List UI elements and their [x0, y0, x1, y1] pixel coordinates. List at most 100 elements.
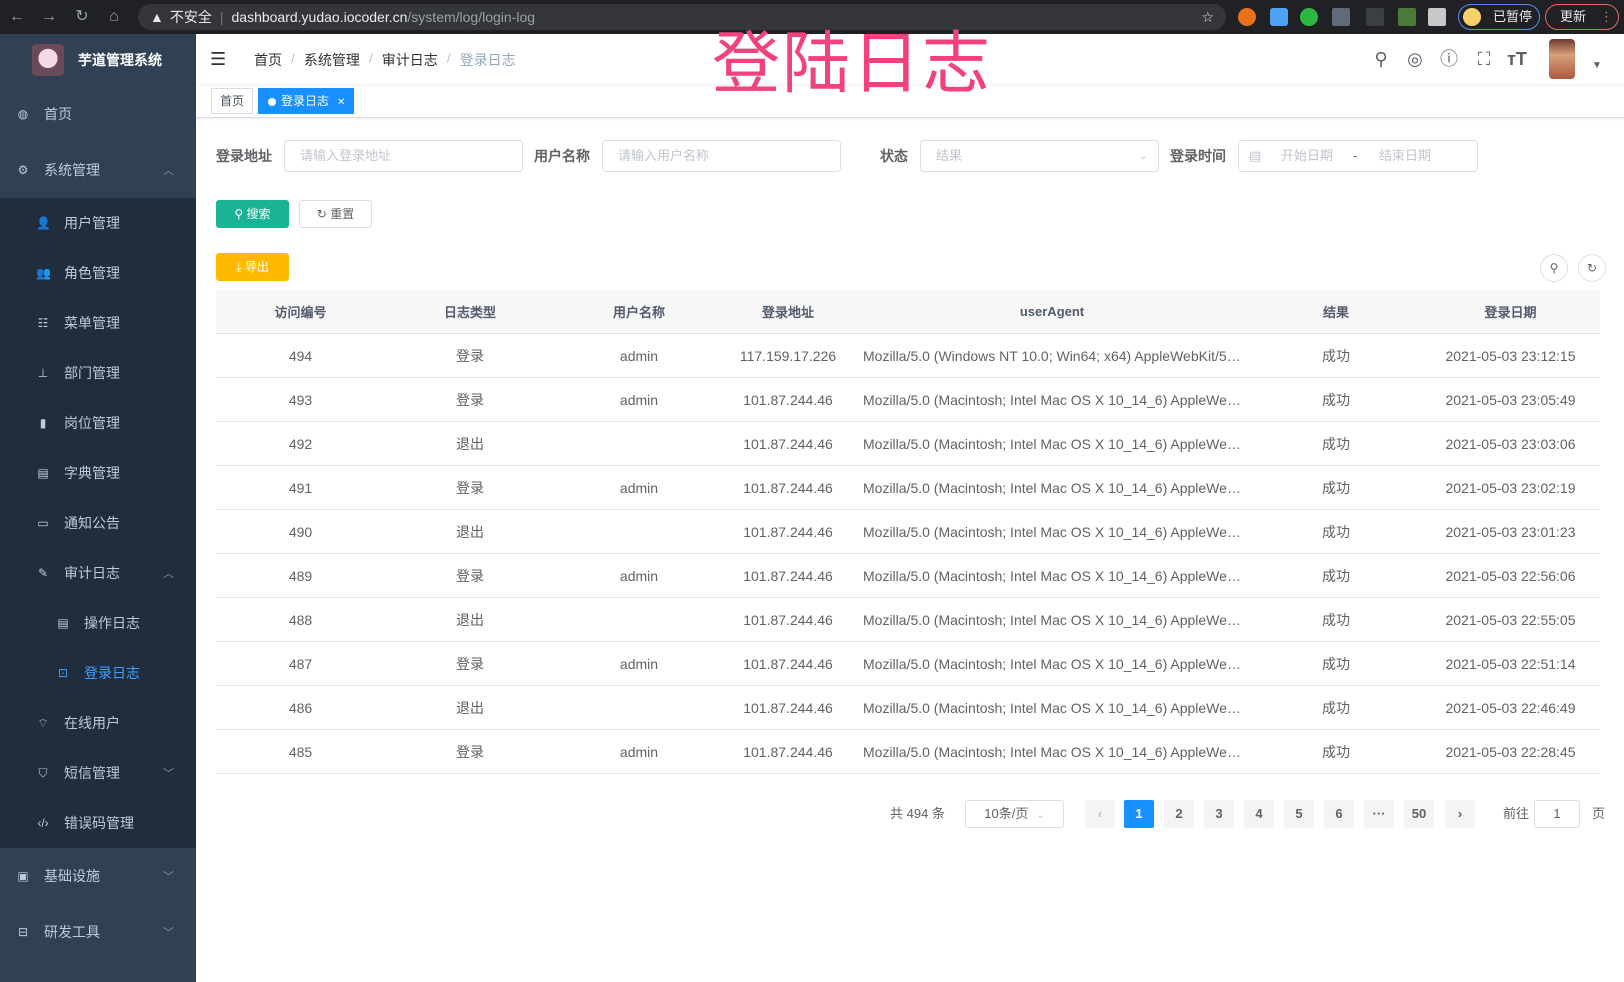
- sidebar-item-5[interactable]: ⊥ 部门管理: [0, 348, 196, 398]
- prev-page-button[interactable]: ‹: [1085, 800, 1115, 828]
- sidebar-item-6[interactable]: ▮ 岗位管理: [0, 398, 196, 448]
- page-button[interactable]: 4: [1244, 800, 1274, 828]
- url-host: dashboard.yudao.iocoder.cn: [231, 9, 408, 25]
- start-date-input[interactable]: 开始日期: [1281, 148, 1334, 163]
- page-button[interactable]: 2: [1164, 800, 1194, 828]
- sidebar-item-7[interactable]: ▤ 字典管理: [0, 448, 196, 498]
- caret-down-icon[interactable]: ▼: [1592, 60, 1602, 71]
- breadcrumb-item[interactable]: 审计日志: [381, 52, 438, 68]
- post-icon: ▮: [39, 416, 47, 430]
- breadcrumb-current: 登录日志: [459, 52, 516, 68]
- toggle-search-button[interactable]: ⚲: [1540, 254, 1568, 282]
- address-bar[interactable]: ▲ 不安全 | dashboard.yudao.iocoder.cn/system/l…: [138, 4, 1226, 30]
- logo[interactable]: 芋道管理系统: [0, 34, 196, 86]
- breadcrumb: 首页 / 系统管理 / 审计日志 / 登录日志: [254, 50, 516, 68]
- github-icon[interactable]: ◎: [1407, 49, 1423, 69]
- table-cell: 成功: [1322, 699, 1350, 716]
- login-address-input[interactable]: 请输入登录地址: [284, 140, 523, 172]
- page-button[interactable]: 3: [1204, 800, 1234, 828]
- message-icon: ▭: [37, 516, 49, 530]
- sidebar-item-8[interactable]: ▭ 通知公告: [0, 498, 196, 548]
- date-range-picker[interactable]: ▤ 开始日期 - 结束日期: [1238, 140, 1478, 172]
- table-row[interactable]: 487 登录 admin 101.87.244.46 Mozilla/5.0 (Maci…: [216, 642, 1600, 686]
- search-icon[interactable]: ⚲: [1374, 49, 1388, 69]
- extension-grid-icon[interactable]: [1332, 8, 1350, 26]
- table-cell: 485: [288, 743, 313, 760]
- table-row[interactable]: 493 登录 admin 101.87.244.46 Mozilla/5.0 (Maci…: [216, 378, 1600, 422]
- page-button[interactable]: 6: [1324, 800, 1354, 828]
- dashboard-icon: ◍: [17, 107, 29, 121]
- home-icon[interactable]: ⌂: [109, 8, 119, 25]
- page-button[interactable]: 1: [1124, 800, 1154, 828]
- sidebar-item-label: 首页: [44, 106, 72, 122]
- status-select[interactable]: 结果 ⌄: [920, 140, 1159, 172]
- table-row[interactable]: 485 登录 admin 101.87.244.46 Mozilla/5.0 (Maci…: [216, 730, 1600, 774]
- sidebar-item-9[interactable]: ✎ 审计日志 ︿: [0, 548, 196, 598]
- extension-icon[interactable]: [1238, 8, 1256, 26]
- sidebar-item-4[interactable]: ☷ 菜单管理: [0, 298, 196, 348]
- end-date-input[interactable]: 结束日期: [1379, 148, 1432, 163]
- avatar[interactable]: [1549, 39, 1575, 79]
- sidebar-item-label: 用户管理: [64, 215, 120, 231]
- sidebar-item-10[interactable]: ▤ 操作日志: [0, 598, 196, 648]
- extension-gem-icon[interactable]: [1270, 8, 1288, 26]
- table-cell: 成功: [1322, 611, 1350, 628]
- puzzle-icon[interactable]: [1428, 8, 1446, 26]
- sidebar-item-1[interactable]: ⚙ 系统管理 ︿: [0, 142, 196, 198]
- reload-icon[interactable]: ↻: [75, 8, 89, 25]
- font-size-icon[interactable]: тT: [1507, 49, 1527, 69]
- goto-page-input[interactable]: 1: [1534, 800, 1580, 828]
- tag-home[interactable]: 首页: [211, 88, 254, 114]
- export-button[interactable]: ⤓ 导出: [216, 253, 289, 281]
- sidebar-item-13[interactable]: ⛉ 短信管理 ﹀: [0, 748, 196, 798]
- forward-icon[interactable]: →: [41, 8, 57, 25]
- sidebar-item-15[interactable]: ▣ 基础设施 ﹀: [0, 848, 196, 904]
- extension-leaf-icon[interactable]: [1398, 8, 1416, 26]
- hamburger-icon[interactable]: ☰: [210, 49, 227, 69]
- chevron-down-icon: ﹀: [163, 927, 174, 939]
- extension-v-icon[interactable]: [1300, 8, 1318, 26]
- table-row[interactable]: 490 退出 101.87.244.46 Mozilla/5.0 (Macintosh…: [216, 510, 1600, 554]
- sidebar-item-3[interactable]: 👥 角色管理: [0, 248, 196, 298]
- sidebar-item-2[interactable]: 👤 用户管理: [0, 198, 196, 248]
- page-size-select[interactable]: 10条/页 ⌄: [965, 800, 1064, 828]
- page-button[interactable]: 5: [1284, 800, 1314, 828]
- extension-list-icon[interactable]: [1366, 8, 1384, 26]
- sidebar-item-0[interactable]: ◍ 首页: [0, 86, 196, 142]
- breadcrumb-item[interactable]: 首页: [254, 52, 282, 68]
- profile-button[interactable]: 已暂停: [1458, 4, 1540, 30]
- back-icon[interactable]: ←: [9, 8, 25, 25]
- table-row[interactable]: 494 登录 admin 117.159.17.226 Mozilla/5.0 (Win…: [216, 334, 1600, 378]
- table-cell: 493: [288, 391, 313, 408]
- question-icon[interactable]: ⓘ: [1440, 49, 1458, 69]
- sidebar-item-16[interactable]: ⊟ 研发工具 ﹀: [0, 904, 196, 960]
- table-row[interactable]: 486 退出 101.87.244.46 Mozilla/5.0 (Macintosh…: [216, 686, 1600, 730]
- table-cell: 成功: [1322, 567, 1350, 584]
- breadcrumb-item[interactable]: 系统管理: [303, 52, 360, 68]
- page-unit: 页: [1592, 806, 1606, 821]
- tag-login-log[interactable]: 登录日志 ✕: [258, 88, 355, 114]
- page-button[interactable]: 50: [1404, 800, 1434, 828]
- table-row[interactable]: 491 登录 admin 101.87.244.46 Mozilla/5.0 (Maci…: [216, 466, 1600, 510]
- more-pages-button[interactable]: ···: [1364, 800, 1394, 828]
- username-input[interactable]: 请输入用户名称: [602, 140, 841, 172]
- sidebar-item-14[interactable]: ‹/› 错误码管理: [0, 798, 196, 848]
- search-button[interactable]: ⚲ 搜索: [216, 200, 289, 228]
- next-page-button[interactable]: ›: [1445, 800, 1475, 828]
- table-cell: admin: [619, 655, 659, 672]
- star-icon[interactable]: ☆: [1201, 9, 1214, 25]
- table-row[interactable]: 492 退出 101.87.244.46 Mozilla/5.0 (Macintosh…: [216, 422, 1600, 466]
- sidebar-item-11[interactable]: ⊡ 登录日志: [0, 648, 196, 698]
- refresh-button[interactable]: ↻: [1578, 254, 1606, 282]
- reset-button[interactable]: ↻ 重置: [299, 200, 372, 228]
- fullscreen-icon[interactable]: ⛶: [1477, 49, 1491, 69]
- sidebar-item-12[interactable]: ⌔ 在线用户: [0, 698, 196, 748]
- table-row[interactable]: 489 登录 admin 101.87.244.46 Mozilla/5.0 (Maci…: [216, 554, 1600, 598]
- table-cell: 退出: [456, 435, 484, 452]
- tree-table-icon: ☷: [37, 316, 49, 330]
- table-row[interactable]: 488 退出 101.87.244.46 Mozilla/5.0 (Macintosh…: [216, 598, 1600, 642]
- table-cell: Mozilla/5.0 (Macintosh; Intel Mac OS X 1…: [863, 743, 1251, 760]
- close-icon[interactable]: ✕: [337, 97, 346, 108]
- form-icon: ✎: [37, 566, 49, 580]
- update-button[interactable]: 更新 ⋮: [1545, 4, 1619, 30]
